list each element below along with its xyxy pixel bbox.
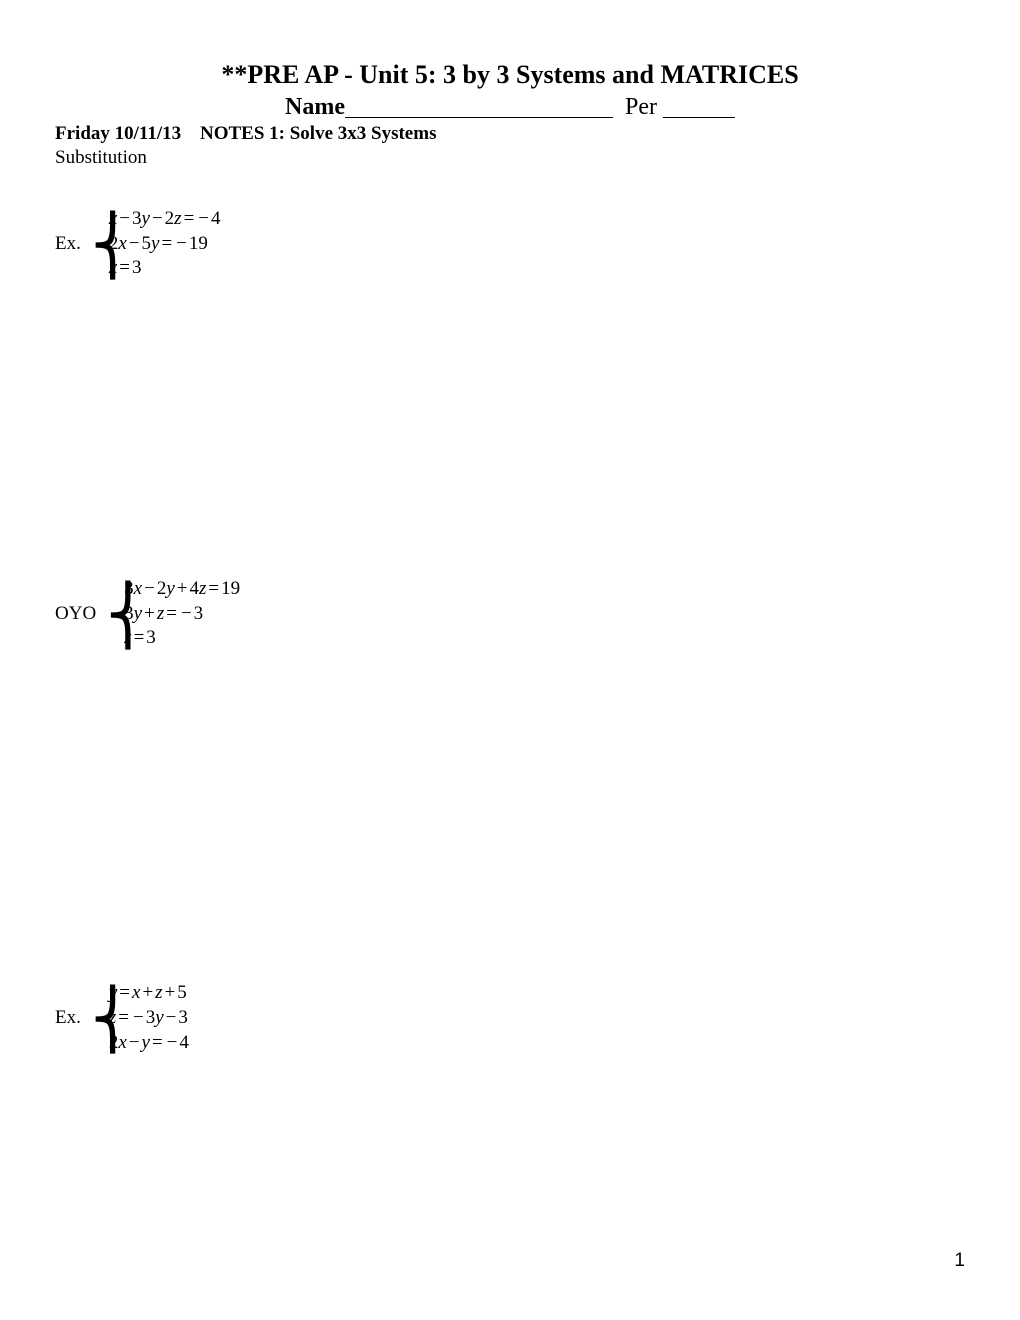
- problem-2-label: OYO: [55, 603, 96, 625]
- problem-3: Ex. ⎨ y=x+z+5 z=−3y−3 2x−y=−4: [55, 981, 965, 1055]
- problem-3-system: ⎨ y=x+z+5 z=−3y−3 2x−y=−4: [91, 981, 189, 1055]
- name-label: Name: [285, 94, 345, 120]
- problem-1: Ex. ⎨ x−3y−2z=−4 2x−5y=−19 x=3: [55, 207, 965, 281]
- per-underline: [663, 98, 735, 118]
- workspace-2: [55, 651, 965, 943]
- name-underline: [345, 98, 613, 118]
- brace-icon: ⎨: [91, 209, 105, 283]
- name-per-line: Name Per: [55, 94, 965, 121]
- notes-title: NOTES 1: Solve 3x3 Systems: [200, 123, 436, 145]
- brace-icon: ⎨: [106, 579, 120, 653]
- per-label: Per: [619, 94, 663, 120]
- header-row: Friday 10/11/13 NOTES 1: Solve 3x3 Syste…: [55, 123, 965, 145]
- problem-1-label: Ex.: [55, 233, 81, 255]
- date-text: Friday 10/11/13: [55, 123, 200, 145]
- problem-1-system: ⎨ x−3y−2z=−4 2x−5y=−19 x=3: [91, 207, 221, 281]
- page-number: 1: [954, 1250, 965, 1272]
- method-label: Substitution: [55, 147, 965, 169]
- workspace-1: [55, 281, 965, 539]
- problem-2-system: ⎨ 3x−2y+4z=19 3y+z=−3 z=3: [106, 577, 240, 651]
- page-title: **PRE AP - Unit 5: 3 by 3 Systems and MA…: [55, 60, 965, 90]
- brace-icon: ⎨: [91, 983, 105, 1057]
- problem-2: OYO ⎨ 3x−2y+4z=19 3y+z=−3 z=3: [55, 577, 965, 651]
- problem-3-label: Ex.: [55, 1007, 81, 1029]
